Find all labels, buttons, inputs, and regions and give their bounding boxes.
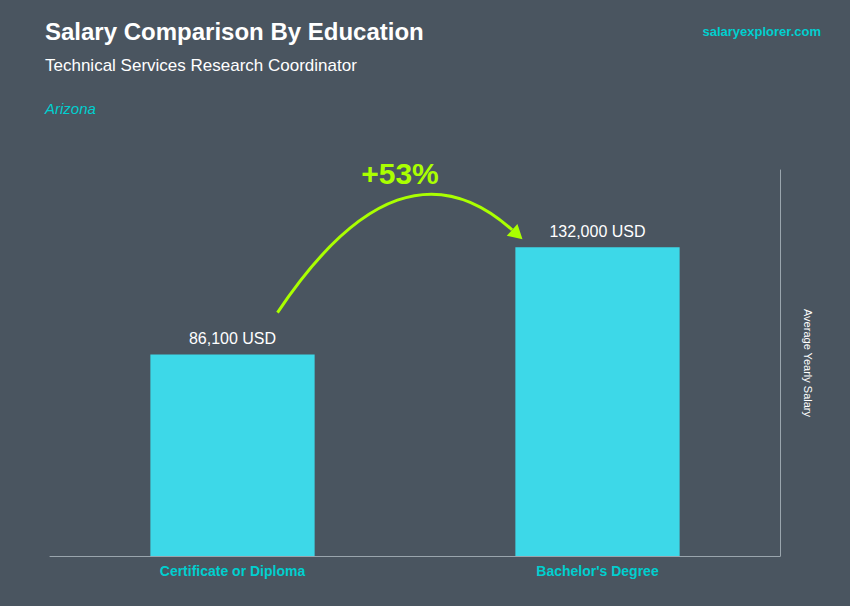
svg-text:salaryexplorer.com: salaryexplorer.com xyxy=(702,24,821,39)
svg-text:Bachelor's Degree: Bachelor's Degree xyxy=(536,563,659,579)
svg-text:+53%: +53% xyxy=(361,157,439,190)
svg-text:132,000 USD: 132,000 USD xyxy=(549,223,645,240)
svg-text:Technical Services Research Co: Technical Services Research Coordinator xyxy=(45,56,357,75)
svg-text:86,100 USD: 86,100 USD xyxy=(189,330,276,347)
svg-text:Certificate or Diploma: Certificate or Diploma xyxy=(160,563,306,579)
svg-text:Arizona: Arizona xyxy=(44,100,96,117)
svg-text:Salary Comparison By Education: Salary Comparison By Education xyxy=(45,18,424,45)
svg-text:Average Yearly Salary: Average Yearly Salary xyxy=(802,309,814,418)
